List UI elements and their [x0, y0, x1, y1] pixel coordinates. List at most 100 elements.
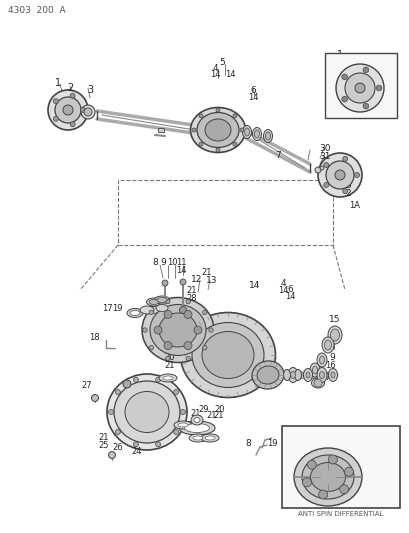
Ellipse shape [180, 312, 275, 398]
Ellipse shape [330, 329, 339, 341]
Circle shape [341, 74, 346, 79]
Ellipse shape [173, 421, 191, 429]
Text: 11: 11 [175, 257, 186, 266]
Circle shape [48, 90, 88, 130]
Text: 14: 14 [247, 93, 258, 101]
Ellipse shape [296, 438, 308, 447]
Text: 5: 5 [218, 58, 224, 67]
Ellipse shape [324, 340, 331, 350]
Text: 14: 14 [277, 286, 288, 295]
Ellipse shape [244, 128, 249, 136]
Circle shape [362, 67, 368, 72]
Circle shape [165, 357, 170, 361]
Ellipse shape [316, 353, 326, 367]
Circle shape [115, 390, 120, 394]
Text: 7: 7 [274, 150, 280, 159]
Circle shape [164, 310, 172, 318]
Text: 30: 30 [319, 143, 330, 152]
Ellipse shape [159, 374, 177, 382]
Text: 21: 21 [201, 268, 212, 277]
Circle shape [180, 409, 185, 415]
Text: 4: 4 [212, 63, 217, 72]
Ellipse shape [242, 125, 251, 139]
Ellipse shape [312, 366, 317, 374]
Ellipse shape [303, 368, 312, 382]
Ellipse shape [321, 337, 333, 353]
Circle shape [115, 430, 120, 434]
Ellipse shape [256, 366, 278, 384]
Circle shape [314, 167, 320, 173]
Ellipse shape [287, 367, 297, 383]
Ellipse shape [139, 306, 154, 314]
Circle shape [216, 148, 220, 152]
Text: 3: 3 [87, 85, 93, 95]
Text: 9: 9 [328, 352, 334, 361]
Text: 10: 10 [324, 343, 335, 352]
Text: 29: 29 [198, 405, 209, 414]
Text: 26: 26 [112, 443, 123, 453]
Text: 23: 23 [196, 427, 207, 437]
Ellipse shape [130, 311, 139, 316]
Circle shape [342, 156, 347, 161]
Text: 1A: 1A [364, 61, 375, 69]
Ellipse shape [159, 313, 196, 347]
Circle shape [239, 128, 243, 132]
Circle shape [319, 166, 323, 170]
Text: 1: 1 [55, 78, 61, 88]
Ellipse shape [252, 127, 261, 141]
Ellipse shape [319, 372, 324, 378]
Circle shape [142, 328, 147, 332]
Ellipse shape [114, 381, 180, 443]
Circle shape [55, 97, 81, 123]
Ellipse shape [163, 376, 173, 380]
Text: 21: 21 [99, 433, 109, 442]
Text: 20: 20 [164, 353, 175, 362]
Text: 27: 27 [81, 381, 92, 390]
Circle shape [362, 103, 368, 109]
Circle shape [307, 461, 316, 469]
Circle shape [202, 345, 207, 350]
Ellipse shape [142, 297, 213, 362]
Circle shape [133, 442, 138, 447]
Ellipse shape [179, 421, 214, 435]
Circle shape [108, 451, 115, 458]
Ellipse shape [146, 298, 161, 306]
Circle shape [375, 85, 381, 91]
Text: 21: 21 [206, 411, 217, 421]
Text: 22: 22 [176, 421, 187, 430]
Circle shape [317, 153, 361, 197]
Circle shape [318, 490, 327, 499]
Circle shape [232, 142, 236, 146]
Ellipse shape [310, 463, 345, 491]
Ellipse shape [283, 369, 290, 381]
Text: 8: 8 [245, 440, 250, 448]
Text: 21: 21 [213, 411, 224, 421]
Bar [118, 180, 332, 245]
Circle shape [173, 390, 178, 394]
Text: 19: 19 [112, 303, 122, 312]
Text: 8: 8 [152, 257, 157, 266]
Text: 12: 12 [191, 274, 202, 284]
Ellipse shape [319, 356, 324, 364]
Text: 21: 21 [190, 408, 201, 417]
Ellipse shape [309, 363, 319, 377]
Circle shape [53, 116, 58, 122]
Text: 21: 21 [187, 421, 198, 430]
Bar [157, 128, 164, 132]
Ellipse shape [184, 424, 209, 432]
Circle shape [208, 328, 213, 332]
Text: 21: 21 [186, 286, 197, 295]
Text: 14: 14 [249, 280, 260, 289]
Ellipse shape [328, 368, 337, 382]
Ellipse shape [305, 372, 309, 378]
Circle shape [216, 108, 220, 112]
Ellipse shape [265, 132, 270, 140]
Circle shape [81, 105, 95, 119]
Ellipse shape [294, 369, 301, 381]
Ellipse shape [293, 448, 361, 506]
Text: 3: 3 [344, 181, 350, 190]
Ellipse shape [147, 306, 159, 313]
Ellipse shape [191, 322, 263, 387]
Ellipse shape [311, 378, 324, 388]
Bar [281, 426, 399, 508]
